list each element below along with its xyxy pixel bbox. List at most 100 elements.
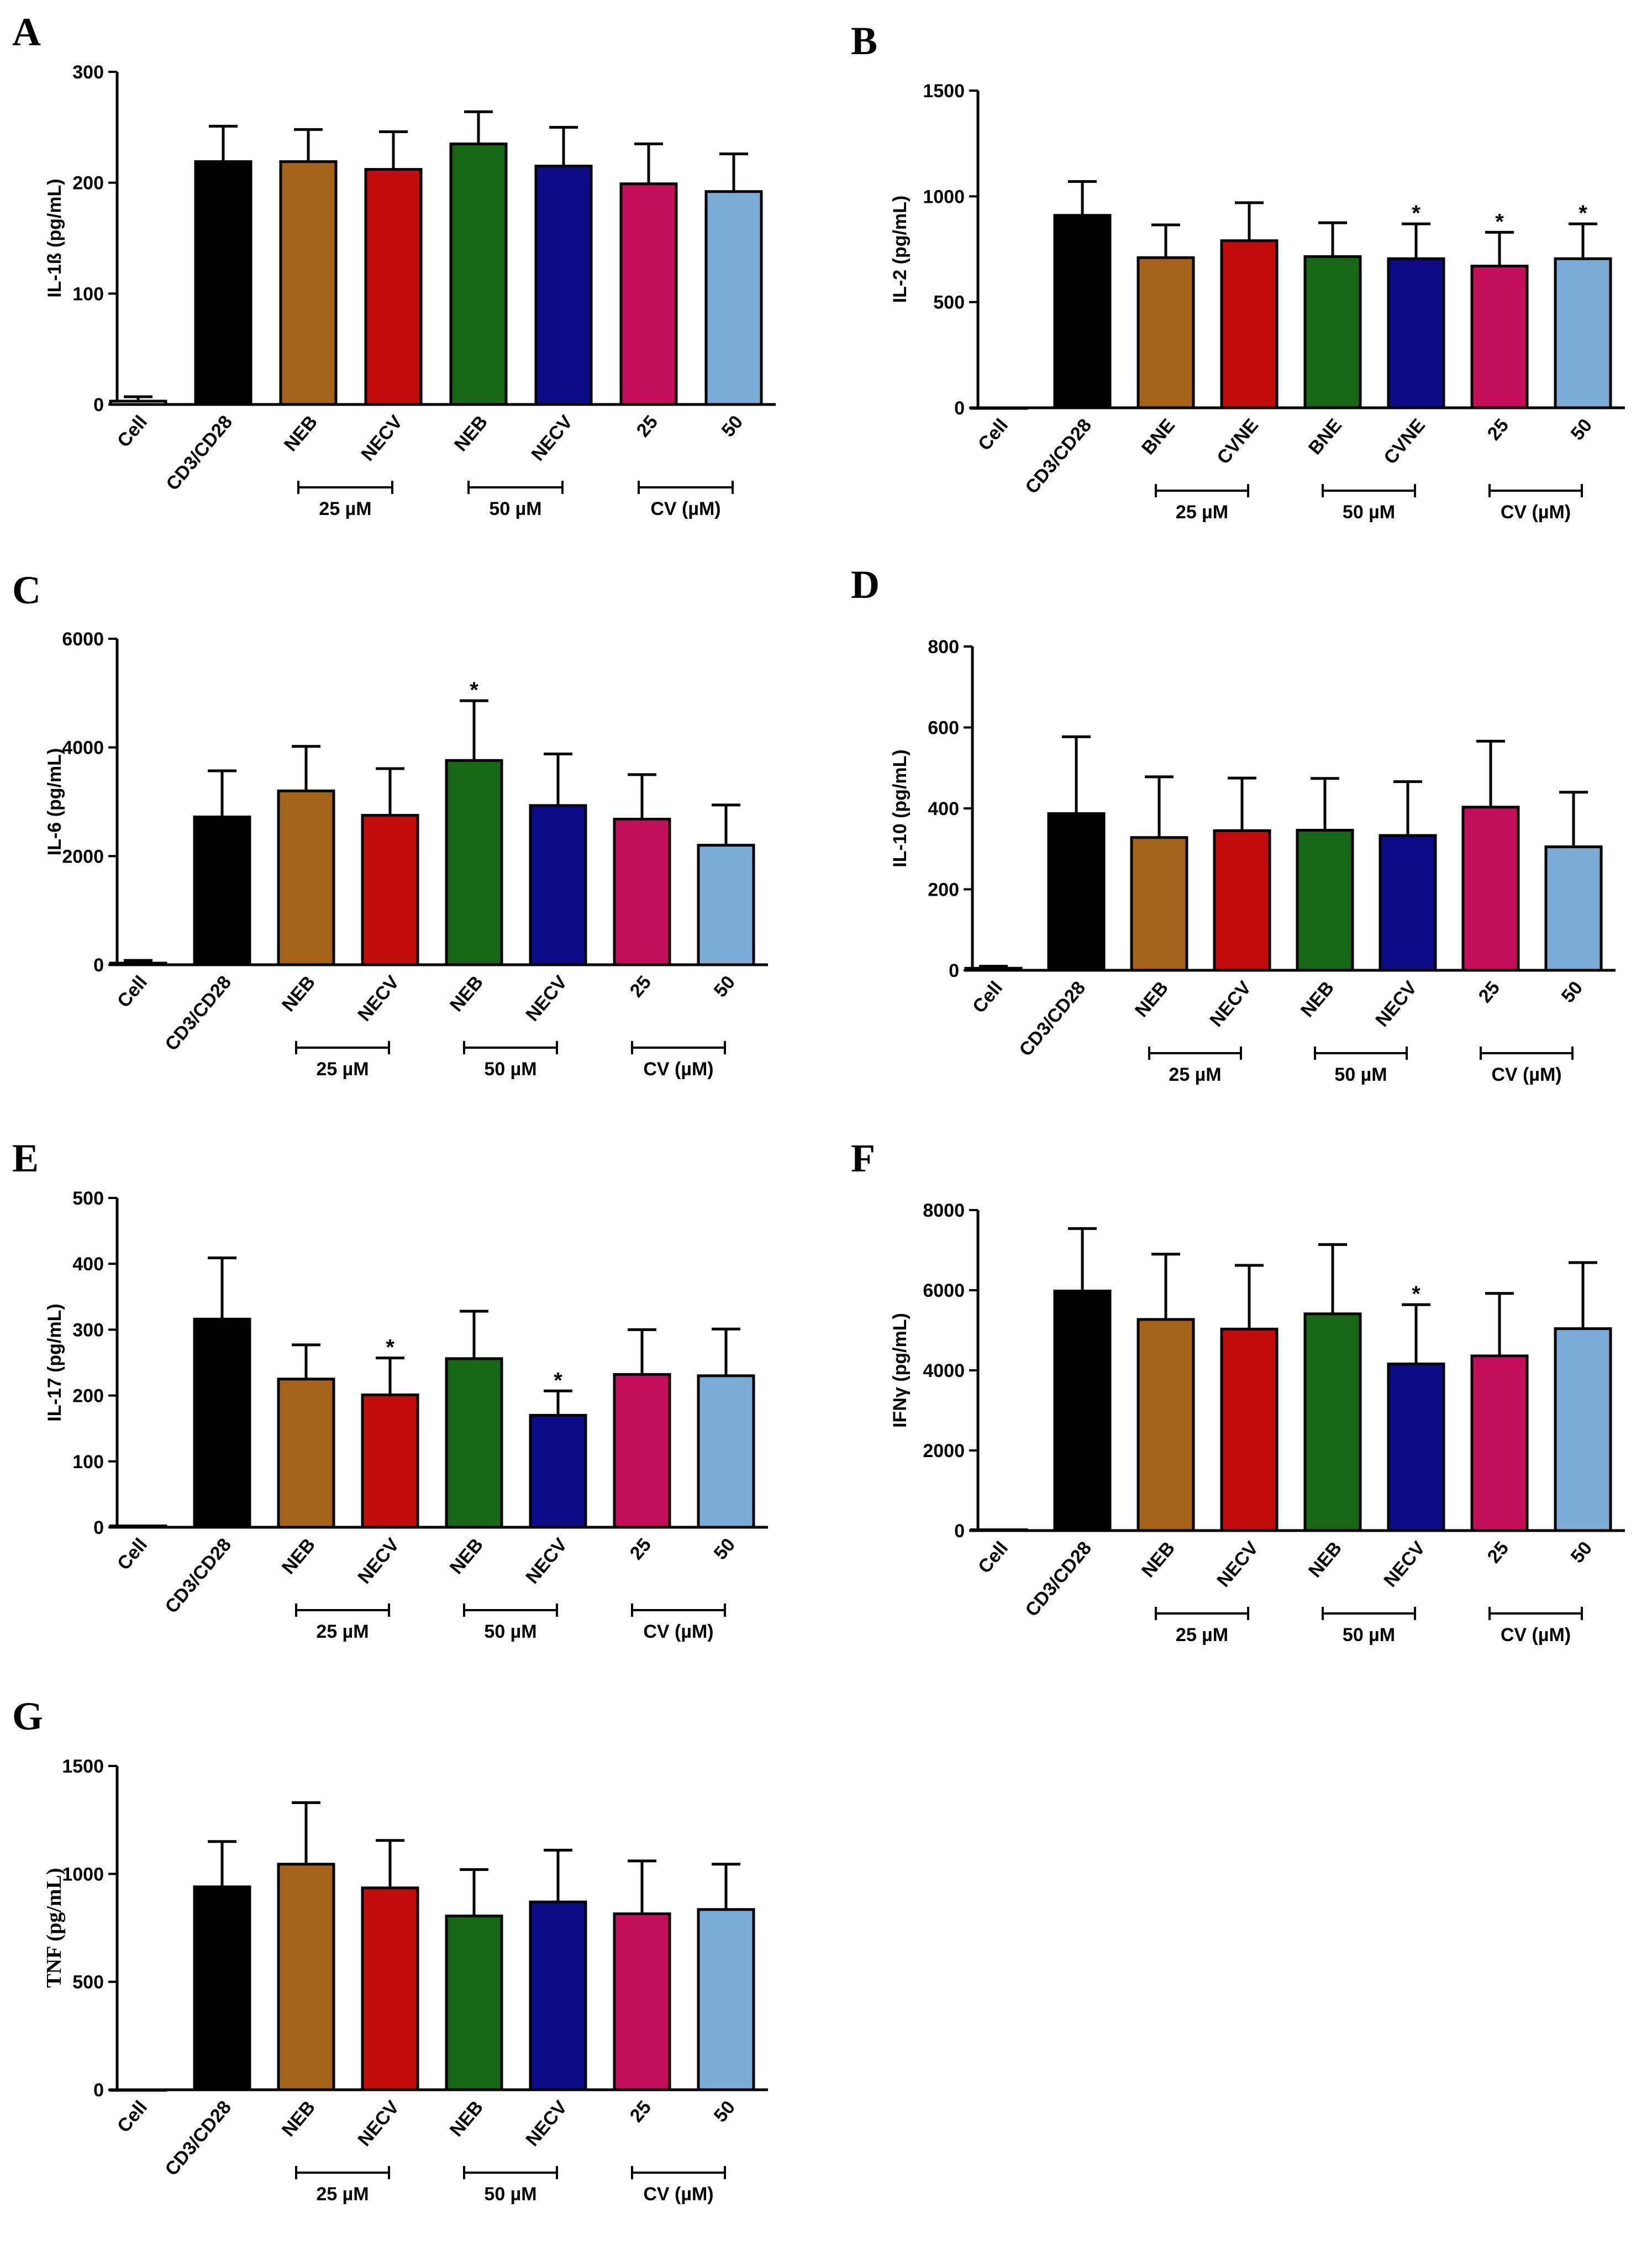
panel-letter: A [12, 10, 41, 54]
category-label: CD3/CD28 [161, 1534, 235, 1617]
bar-neb25 [277, 1378, 335, 1529]
category-label: CD3/CD28 [1021, 1538, 1096, 1621]
significance-marker: * [1579, 201, 1587, 225]
bar-neb50 [445, 1915, 503, 2091]
bar-necv25 [361, 1886, 419, 2091]
bar-cell [964, 966, 1023, 972]
group-label: CV (µM) [1501, 502, 1571, 523]
panel-letter: E [12, 1136, 39, 1180]
category-label: CD3/CD28 [1021, 415, 1096, 498]
category-label: CD3/CD28 [1015, 977, 1090, 1060]
significance-marker: * [386, 1336, 394, 1360]
bar-neb25 [1130, 836, 1188, 972]
bar-neb25 [277, 1863, 335, 2091]
group-label: CV (µM) [643, 1621, 713, 1642]
significance-marker: * [554, 1368, 562, 1392]
panel-letter: D [851, 562, 880, 607]
bar-cd3-cd28 [1047, 812, 1106, 972]
category-label: NEB [278, 1534, 319, 1578]
bar-cd3-cd28 [193, 1885, 251, 2091]
y-tick-label: 500 [72, 1188, 104, 1209]
bar-cv50 [704, 190, 763, 406]
group-label: 50 µM [1343, 1625, 1395, 1646]
bar-neb25 [277, 789, 335, 966]
bar-cell [970, 1528, 1028, 1532]
y-tick-label: 6000 [62, 629, 104, 650]
category-label: NEB [278, 2097, 319, 2141]
group-label: 50 µM [1343, 502, 1395, 523]
bar-necv50 [529, 804, 587, 966]
group-label: 25 µM [316, 2184, 369, 2205]
bar-cv50 [1554, 1327, 1612, 1532]
category-label: NECV [1380, 1537, 1429, 1591]
category-label: Cell [969, 977, 1007, 1017]
group-label: 25 µM [319, 498, 371, 519]
y-tick-label: 200 [72, 173, 104, 194]
y-tick-label: 8000 [923, 1200, 965, 1221]
bar-cv25 [613, 1912, 671, 2091]
panel-c: C 0 2000 4000 6000 IL-6 (pg/mL) Cell CD3/CD28 NE… [12, 568, 768, 1080]
category-label: Cell [113, 412, 151, 451]
bar-cv25 [1470, 1354, 1529, 1532]
category-label: NECV [1206, 977, 1255, 1031]
panel-letter: G [12, 1694, 43, 1738]
significance-marker: * [1412, 201, 1420, 225]
category-label: NEB [1297, 977, 1338, 1021]
bar-cv25 [613, 817, 671, 966]
group-label: 50 µM [1334, 1064, 1387, 1085]
category-label: NEB [446, 972, 487, 1016]
y-axis-title: IL-6 (pg/mL) [44, 748, 65, 856]
bar-neb50 [445, 1357, 503, 1529]
y-tick-label: 0 [93, 1517, 104, 1538]
category-label: NECV [527, 411, 577, 465]
bar-necv50 [1387, 257, 1445, 409]
y-tick-label: 0 [954, 1521, 965, 1542]
y-tick-label: 0 [93, 2080, 104, 2101]
category-label: NECV [354, 2096, 403, 2150]
bar-cd3-cd28 [1053, 214, 1112, 409]
category-label: NECV [1371, 977, 1421, 1031]
y-tick-label: 500 [72, 1972, 104, 1993]
bar-neb25 [1137, 256, 1195, 409]
group-label: 50 µM [489, 498, 541, 519]
group-label: 50 µM [484, 1059, 536, 1080]
group-label: 50 µM [484, 2184, 536, 2205]
panel-b: B 0 500 1000 1500 IL-2 (pg/mL) Cell CD3/CD28 BNE… [851, 19, 1625, 523]
y-tick-label: 1500 [62, 1756, 104, 1777]
category-label: NEB [446, 1534, 487, 1578]
category-label: BNE [1304, 415, 1346, 459]
y-tick-label: 0 [93, 395, 104, 416]
bar-necv25 [361, 1393, 419, 1529]
category-label: NECV [357, 411, 407, 465]
bar-cv25 [619, 182, 678, 406]
panel-letter: C [12, 568, 41, 612]
category-label: NEB [280, 412, 322, 455]
y-tick-label: 6000 [923, 1280, 965, 1301]
bar-cv50 [697, 1908, 755, 2091]
panel-letter: B [851, 19, 877, 63]
y-tick-label: 800 [928, 637, 959, 658]
y-tick-label: 300 [72, 62, 104, 83]
category-label: NEB [446, 2097, 487, 2141]
bar-neb25 [1137, 1318, 1195, 1532]
y-tick-label: 100 [72, 1452, 104, 1473]
bar-necv25 [1220, 1327, 1279, 1532]
category-label: 25 [626, 972, 655, 1001]
category-label: NECV [354, 971, 403, 1025]
bar-necv50 [529, 1900, 587, 2091]
group-label: CV (µM) [643, 1059, 713, 1080]
bar-cd3-cd28 [1053, 1289, 1112, 1532]
bar-cv25 [613, 1373, 671, 1529]
category-label: 50 [718, 412, 747, 441]
y-tick-label: 0 [949, 960, 959, 981]
y-tick-label: 300 [72, 1319, 104, 1340]
bar-cell [109, 961, 167, 966]
group-label: 25 µM [316, 1059, 369, 1080]
y-tick-label: 200 [928, 880, 959, 901]
y-axis-title: IL-1ß (pg/mL) [44, 178, 65, 297]
y-tick-label: 600 [928, 718, 959, 739]
y-axis-title: IFNγ (pg/mL) [890, 1313, 911, 1428]
category-label: NECV [1213, 1537, 1262, 1591]
bar-necv50 [534, 165, 593, 406]
